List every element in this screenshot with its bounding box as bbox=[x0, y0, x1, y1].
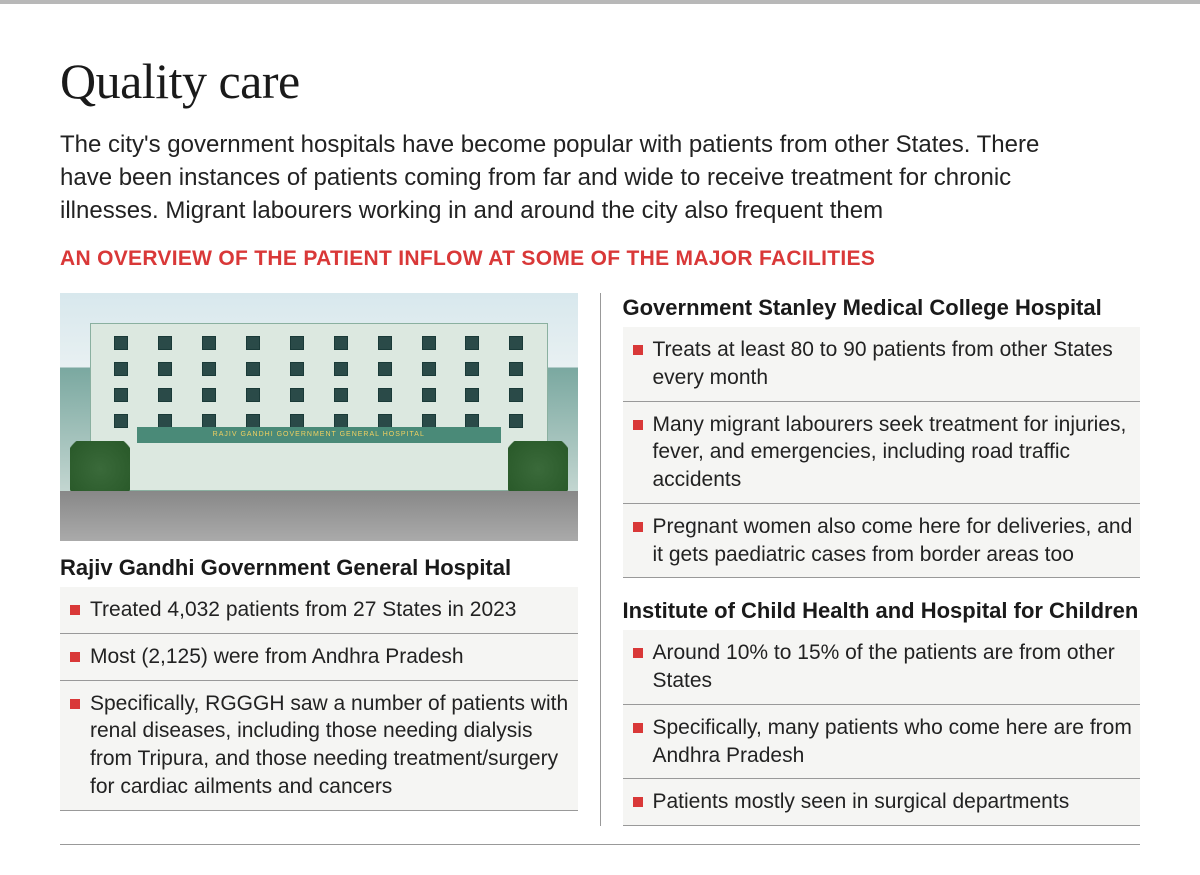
left-column: RAJIV GANDHI GOVERNMENT GENERAL HOSPITAL… bbox=[60, 293, 601, 826]
bullet-text: Treated 4,032 patients from 27 States in… bbox=[90, 596, 574, 624]
bottom-rule bbox=[60, 844, 1140, 845]
bullet-text: Pregnant women also come here for delive… bbox=[653, 513, 1137, 568]
bullet-item: Most (2,125) were from Andhra Pradesh bbox=[60, 634, 578, 681]
two-column-layout: RAJIV GANDHI GOVERNMENT GENERAL HOSPITAL… bbox=[60, 293, 1140, 826]
section-title-rgggh: Rajiv Gandhi Government General Hospital bbox=[60, 555, 578, 581]
bullet-item: Pregnant women also come here for delive… bbox=[623, 504, 1141, 578]
bullet-item: Patients mostly seen in surgical departm… bbox=[623, 779, 1141, 826]
bullet-marker-icon bbox=[633, 797, 643, 807]
right-column: Government Stanley Medical College Hospi… bbox=[601, 293, 1141, 826]
headline: Quality care bbox=[60, 52, 1140, 110]
bullet-item: Treats at least 80 to 90 patients from o… bbox=[623, 327, 1141, 401]
bullet-marker-icon bbox=[633, 420, 643, 430]
bullet-marker-icon bbox=[633, 345, 643, 355]
bullet-text: Many migrant labourers seek treatment fo… bbox=[653, 411, 1137, 494]
bullet-item: Specifically, many patients who come her… bbox=[623, 705, 1141, 779]
bullet-marker-icon bbox=[70, 605, 80, 615]
bullet-marker-icon bbox=[633, 723, 643, 733]
bullet-item: Specifically, RGGGH saw a number of pati… bbox=[60, 681, 578, 811]
bullet-text: Treats at least 80 to 90 patients from o… bbox=[653, 336, 1137, 391]
lede-paragraph: The city's government hospitals have bec… bbox=[60, 128, 1080, 227]
bullet-text: Most (2,125) were from Andhra Pradesh bbox=[90, 643, 574, 671]
bullet-text: Around 10% to 15% of the patients are fr… bbox=[653, 639, 1137, 694]
bullet-marker-icon bbox=[70, 699, 80, 709]
hospital-photo: RAJIV GANDHI GOVERNMENT GENERAL HOSPITAL bbox=[60, 293, 578, 541]
hospital-sign: RAJIV GANDHI GOVERNMENT GENERAL HOSPITAL bbox=[137, 427, 501, 443]
bullet-text: Specifically, RGGGH saw a number of pati… bbox=[90, 690, 574, 801]
bullet-marker-icon bbox=[70, 652, 80, 662]
top-rule bbox=[0, 0, 1200, 4]
bullet-text: Patients mostly seen in surgical departm… bbox=[653, 788, 1137, 816]
bullet-text: Specifically, many patients who come her… bbox=[653, 714, 1137, 769]
section-title-stanley: Government Stanley Medical College Hospi… bbox=[623, 295, 1141, 321]
section-title-ich: Institute of Child Health and Hospital f… bbox=[623, 598, 1141, 624]
bullet-marker-icon bbox=[633, 648, 643, 658]
bullet-item: Around 10% to 15% of the patients are fr… bbox=[623, 630, 1141, 704]
bullet-item: Many migrant labourers seek treatment fo… bbox=[623, 402, 1141, 504]
bullet-item: Treated 4,032 patients from 27 States in… bbox=[60, 587, 578, 634]
bullet-marker-icon bbox=[633, 522, 643, 532]
kicker: AN OVERVIEW OF THE PATIENT INFLOW AT SOM… bbox=[60, 247, 1140, 271]
infographic-container: Quality care The city's government hospi… bbox=[0, 32, 1200, 875]
